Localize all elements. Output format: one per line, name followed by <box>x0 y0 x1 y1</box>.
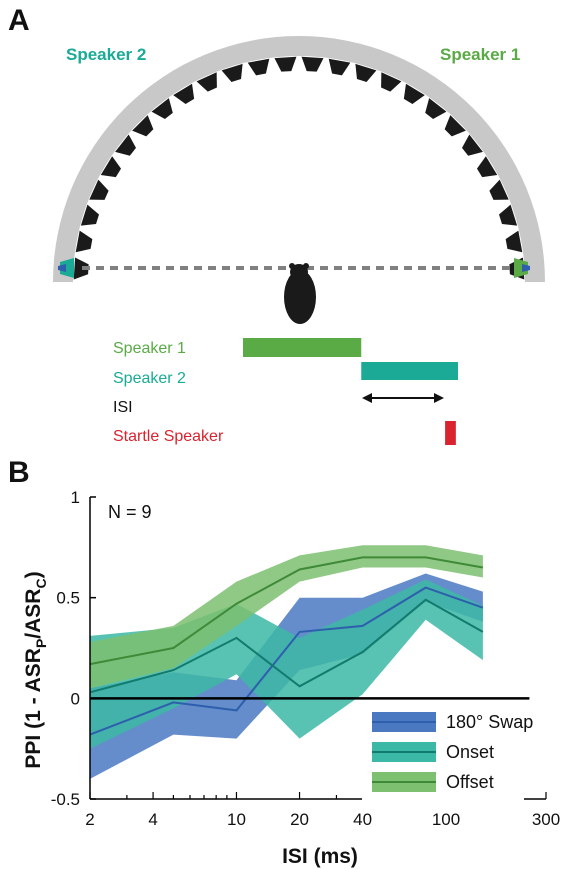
ppi-chart: -0.500.51 2 4 10 20 40 100 300 N = 9 ISI (ms) … <box>22 488 560 868</box>
x-tick-label: 10 <box>227 810 246 829</box>
isi-double-arrow <box>362 393 444 403</box>
speaker-icon <box>381 72 402 92</box>
speaker-icon <box>444 115 466 137</box>
x-tick-label: 20 <box>290 810 309 829</box>
y-tick-label: -0.5 <box>51 790 80 809</box>
speaker-array <box>73 56 525 280</box>
speaker-2-marker-icon <box>58 258 74 278</box>
timing-label-speaker-2: Speaker 2 <box>113 370 186 387</box>
timing-diagram: Speaker 1 Speaker 2 ISI Startle Speaker <box>113 338 458 445</box>
x-tick-label: 40 <box>353 810 372 829</box>
legend-label: Onset <box>446 742 494 762</box>
speaker-icon <box>498 204 518 226</box>
y-axis-title: PPI (1 - ASRP/ASRC) <box>22 571 49 768</box>
speaker-arc <box>53 36 545 282</box>
speaker-icon <box>89 179 109 200</box>
y-tick-label: 0 <box>71 689 80 708</box>
speaker-icon <box>489 179 509 200</box>
speaker-icon <box>462 134 483 156</box>
x-tick-label: 100 <box>432 810 460 829</box>
speaker-icon <box>247 58 270 76</box>
speaker-icon <box>301 56 324 72</box>
speaker-icon <box>75 230 93 253</box>
timing-label-speaker-1: Speaker 1 <box>113 340 186 357</box>
panel-a-letter: A <box>8 4 30 37</box>
speaker-icon <box>328 58 351 76</box>
speaker-icon <box>100 156 122 178</box>
x-tick-label: 4 <box>148 810 157 829</box>
mean-lines <box>89 556 484 736</box>
legend-label: 180° Swap <box>446 712 533 732</box>
speaker-icon <box>403 83 425 105</box>
speaker-2-title: Speaker 2 <box>66 45 146 64</box>
y-title-end: ) <box>22 571 45 578</box>
speaker-icon <box>425 98 447 119</box>
series-line-1 <box>89 598 484 694</box>
series-line-0 <box>89 586 484 736</box>
y-ticks: -0.5 0 0.5 1 <box>51 488 96 809</box>
legend-label: Offset <box>446 772 494 792</box>
x-ticks: 2 4 10 20 40 100 300 <box>85 792 560 829</box>
speaker-icon <box>476 156 498 178</box>
ci-band-2 <box>90 545 483 689</box>
y-title-main: PPI (1 - ASR <box>22 648 45 769</box>
speaker-icon <box>173 83 195 105</box>
speaker-icon <box>73 257 89 280</box>
speaker-1-marker-icon <box>514 258 530 278</box>
x-tick-label: 2 <box>85 810 94 829</box>
startle-timing-bar <box>445 421 456 445</box>
timing-label-isi: ISI <box>113 399 133 416</box>
speaker-icon <box>221 63 243 83</box>
y-title-sub-2: C <box>33 578 49 588</box>
legend: 180° Swap Onset Offset <box>362 706 533 800</box>
speaker-icon <box>355 63 377 83</box>
ci-band-1 <box>90 579 483 749</box>
speaker-icon <box>115 134 136 156</box>
speaker-icon <box>80 204 100 226</box>
series-line-2 <box>89 556 484 666</box>
y-tick-label: 1 <box>71 488 80 507</box>
speaker-arena <box>53 36 545 282</box>
x-tick-label: 300 <box>532 810 560 829</box>
y-title-mid: /ASR <box>22 589 45 639</box>
timing-label-startle-speaker: Startle Speaker <box>113 428 224 445</box>
rat-icon <box>284 263 316 324</box>
speaker-icon <box>151 98 173 119</box>
speaker-icon <box>274 56 297 72</box>
speaker-2-timing-bar <box>361 362 458 380</box>
speaker-1-title: Speaker 1 <box>440 45 520 64</box>
speaker-icon <box>196 72 217 92</box>
y-tick-label: 0.5 <box>56 589 80 608</box>
speaker-1-timing-bar <box>243 338 362 357</box>
speaker-icon <box>132 115 154 137</box>
y-title-sub-1: P <box>33 639 49 648</box>
n-annotation: N = 9 <box>108 502 152 522</box>
speaker-icon <box>505 230 523 253</box>
x-axis-title: ISI (ms) <box>282 845 358 868</box>
panel-b-letter: B <box>8 456 30 489</box>
